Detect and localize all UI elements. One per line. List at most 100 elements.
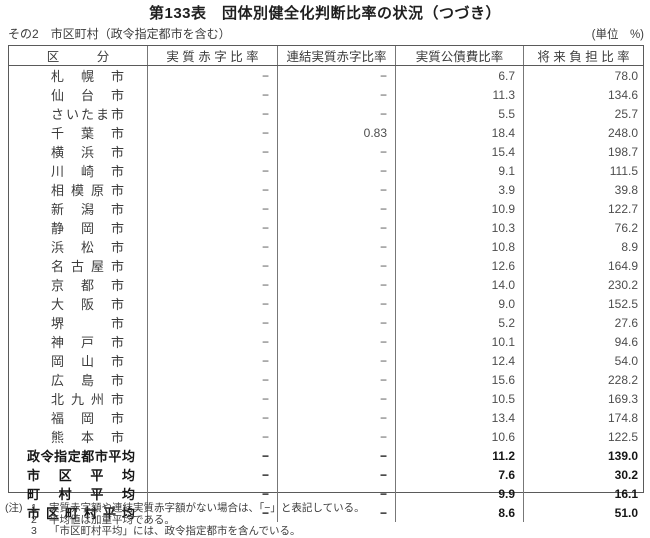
table-row: 浜松市 − − 10.8 8.9 (9, 237, 643, 256)
cell-jisshitsu_kosaihi_hiritsu: 11.3 (396, 85, 524, 104)
cell-jisshitsu_kosaihi_hiritsu: 10.9 (396, 199, 524, 218)
cell-value: − (261, 125, 269, 140)
cell-jisshitsu_akaji_hiritsu: − (148, 218, 278, 237)
footnotes: (注) 1 実質赤字額や連結実質赤字額がない場合は、「−」と表記している。 2 平均値は… (5, 502, 365, 538)
cell-value: 16.1 (614, 486, 638, 501)
row-label: 静岡市 (51, 221, 124, 236)
cell-kubun: 堺市 (9, 313, 148, 332)
column-header-renketsu_jisshitsu_akaji_hiritsu: 連結実質赤字比率 (278, 46, 396, 65)
cell-shorai_futan_hiritsu: 30.2 (524, 465, 643, 484)
cell-jisshitsu_akaji_hiritsu: − (148, 465, 278, 484)
table-row: 新潟市 − − 10.9 122.7 (9, 199, 643, 218)
table-row: 北九州市 − − 10.5 169.3 (9, 389, 643, 408)
cell-renketsu_jisshitsu_akaji_hiritsu: − (278, 237, 396, 256)
cell-shorai_futan_hiritsu: 51.0 (524, 503, 643, 522)
cell-value: 9.0 (498, 296, 515, 311)
table-row: 神戸市 − − 10.1 94.6 (9, 332, 643, 351)
footnote-line: 2 平均値は加重平均である。 (5, 513, 365, 527)
cell-value: 13.4 (491, 410, 515, 425)
row-label: さいたま市 (51, 107, 124, 122)
cell-renketsu_jisshitsu_akaji_hiritsu: − (278, 370, 396, 389)
row-label: 北九州市 (51, 392, 124, 407)
table-row-average: 町村平均 − − 9.9 16.1 (9, 484, 643, 503)
cell-jisshitsu_kosaihi_hiritsu: 10.1 (396, 332, 524, 351)
cell-kubun: 町村平均 (9, 484, 148, 503)
cell-jisshitsu_kosaihi_hiritsu: 9.0 (396, 294, 524, 313)
cell-value: − (379, 296, 387, 311)
cell-jisshitsu_kosaihi_hiritsu: 12.6 (396, 256, 524, 275)
row-label: 市区平均 (27, 468, 135, 483)
cell-value: 12.6 (491, 258, 515, 273)
cell-kubun: 熊本市 (9, 427, 148, 446)
cell-value: 15.4 (491, 144, 515, 159)
cell-kubun: 政令指定都市平均 (9, 446, 148, 465)
cell-value: 11.3 (492, 87, 515, 102)
footnote-number: 1 (31, 502, 37, 514)
cell-value: − (261, 467, 269, 482)
cell-jisshitsu_akaji_hiritsu: − (148, 256, 278, 275)
row-label: 相模原市 (51, 183, 124, 198)
cell-value: − (261, 505, 269, 520)
footnote-line: (注) 1 実質赤字額や連結実質赤字額がない場合は、「−」と表記している。 (5, 502, 365, 515)
cell-jisshitsu_kosaihi_hiritsu: 7.6 (396, 465, 524, 484)
cell-jisshitsu_akaji_hiritsu: − (148, 104, 278, 123)
cell-kubun: 名古屋市 (9, 256, 148, 275)
cell-value: 94.6 (614, 334, 638, 349)
footnote-number: 2 (31, 513, 37, 526)
cell-shorai_futan_hiritsu: 16.1 (524, 484, 643, 503)
cell-renketsu_jisshitsu_akaji_hiritsu: − (278, 446, 396, 465)
row-label: 政令指定都市平均 (27, 449, 135, 464)
row-label: 新潟市 (51, 202, 124, 217)
cell-value: − (379, 486, 387, 501)
cell-value: 27.6 (614, 315, 638, 330)
cell-jisshitsu_akaji_hiritsu: − (148, 85, 278, 104)
cell-jisshitsu_kosaihi_hiritsu: 15.4 (396, 142, 524, 161)
cell-shorai_futan_hiritsu: 134.6 (524, 85, 643, 104)
table-row-average: 市区平均 − − 7.6 30.2 (9, 465, 643, 484)
cell-value: 14.0 (491, 277, 515, 292)
cell-jisshitsu_akaji_hiritsu: − (148, 332, 278, 351)
row-label: 横浜市 (51, 145, 124, 160)
cell-value: 10.3 (491, 220, 515, 235)
cell-value: − (379, 106, 387, 121)
cell-value: 11.2 (492, 448, 515, 463)
cell-shorai_futan_hiritsu: 198.7 (524, 142, 643, 161)
row-label: 浜松市 (51, 240, 124, 255)
cell-jisshitsu_kosaihi_hiritsu: 13.4 (396, 408, 524, 427)
row-label: 福岡市 (51, 411, 124, 426)
row-label: 仙台市 (51, 88, 124, 103)
cell-shorai_futan_hiritsu: 94.6 (524, 332, 643, 351)
cell-jisshitsu_akaji_hiritsu: − (148, 503, 278, 522)
row-label: 名古屋市 (51, 259, 124, 274)
cell-shorai_futan_hiritsu: 230.2 (524, 275, 643, 294)
cell-jisshitsu_kosaihi_hiritsu: 10.6 (396, 427, 524, 446)
cell-shorai_futan_hiritsu: 78.0 (524, 66, 643, 85)
cell-value: − (379, 467, 387, 482)
cell-value: − (261, 220, 269, 235)
cell-value: − (379, 334, 387, 349)
cell-jisshitsu_akaji_hiritsu: − (148, 180, 278, 199)
cell-value: 12.4 (491, 353, 515, 368)
cell-renketsu_jisshitsu_akaji_hiritsu: − (278, 161, 396, 180)
cell-jisshitsu_akaji_hiritsu: − (148, 123, 278, 142)
table-row: 静岡市 − − 10.3 76.2 (9, 218, 643, 237)
cell-renketsu_jisshitsu_akaji_hiritsu: − (278, 332, 396, 351)
table-row: さいたま市 − − 5.5 25.7 (9, 104, 643, 123)
cell-value: 54.0 (614, 353, 638, 368)
cell-value: − (379, 410, 387, 425)
cell-jisshitsu_kosaihi_hiritsu: 10.5 (396, 389, 524, 408)
cell-value: 6.7 (498, 68, 515, 83)
cell-value: 230.2 (607, 277, 638, 292)
unit-label: (単位 %) (591, 29, 644, 41)
cell-shorai_futan_hiritsu: 228.2 (524, 370, 643, 389)
cell-value: − (261, 163, 269, 178)
footnote-text: 平均値は加重平均である。 (49, 513, 175, 526)
cell-value: − (261, 182, 269, 197)
cell-jisshitsu_kosaihi_hiritsu: 9.1 (396, 161, 524, 180)
cell-value: 78.0 (614, 68, 638, 83)
cell-jisshitsu_kosaihi_hiritsu: 10.3 (396, 218, 524, 237)
cell-value: − (261, 277, 269, 292)
cell-kubun: 京都市 (9, 275, 148, 294)
table-row: 仙台市 − − 11.3 134.6 (9, 85, 643, 104)
cell-value: − (261, 429, 269, 444)
